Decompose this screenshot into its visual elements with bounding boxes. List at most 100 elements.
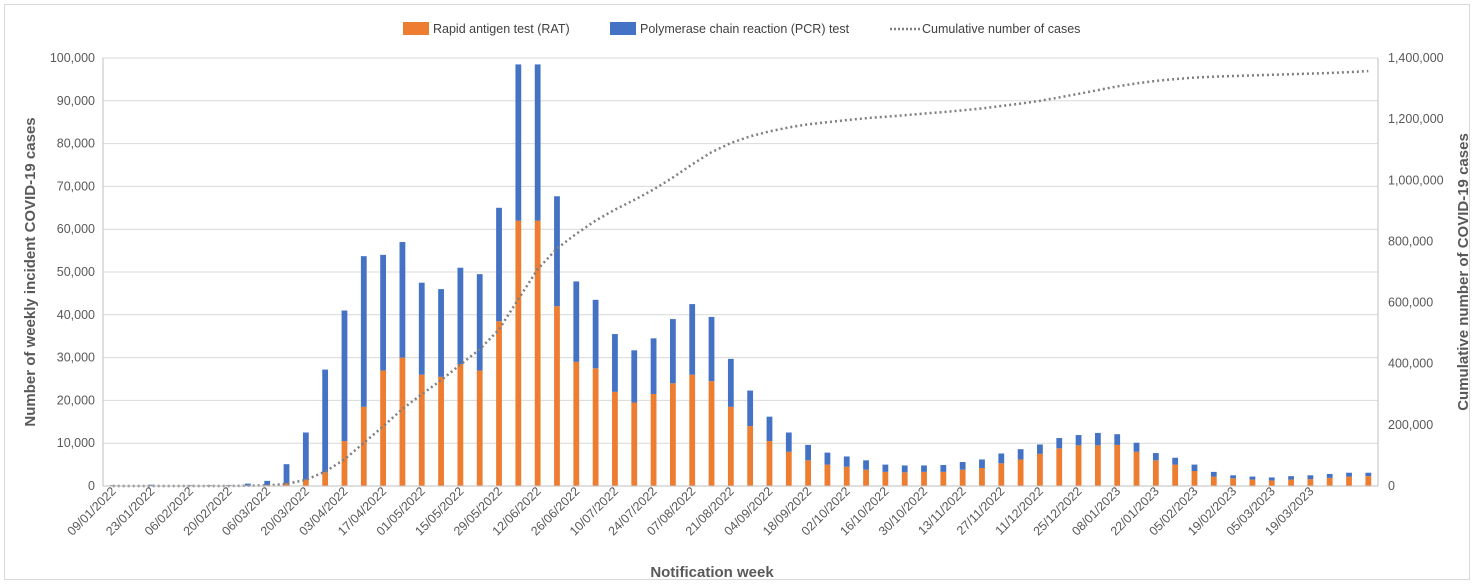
bar-pcr [1268, 477, 1275, 481]
bar-rat [1210, 476, 1217, 486]
bar-rat [1230, 478, 1237, 486]
bar-pcr [476, 274, 483, 371]
bar-rat [727, 406, 734, 486]
bar-pcr [843, 456, 850, 467]
gridlines [103, 57, 1378, 487]
bar-pcr [766, 416, 773, 442]
bar-rat [631, 402, 638, 486]
bar-pcr [302, 432, 309, 480]
y-tick-label: 60,000 [57, 222, 95, 236]
bar-pcr [940, 465, 947, 472]
y2-tick-label: 800,000 [1388, 234, 1433, 248]
bar-pcr [418, 282, 425, 375]
bar-rat [592, 368, 599, 486]
bar-pcr [650, 338, 657, 394]
bar-pcr [360, 256, 367, 407]
bar-pcr [1288, 476, 1294, 480]
bar-pcr [1249, 476, 1256, 480]
bar-rat [534, 220, 541, 486]
axes: 0 10,000 20,000 30,000 40,000 50,000 60,000 70,… [50, 51, 1444, 538]
y2-tick-label: 1,000,000 [1388, 173, 1444, 187]
bar-rat [302, 479, 309, 486]
bar-rat [882, 471, 889, 486]
bar-rat [496, 321, 502, 486]
bar-pcr [554, 196, 560, 307]
bar-rat [457, 364, 464, 486]
y2-tick-label: 200,000 [1388, 418, 1433, 432]
bar-rat [399, 357, 406, 486]
legend-swatch-pcr [610, 22, 636, 35]
bar-rat [418, 374, 425, 486]
bar-pcr [457, 267, 464, 365]
bar-pcr [1365, 472, 1372, 477]
bar-rat [573, 361, 580, 486]
bar-rat [554, 306, 560, 486]
bar-pcr [901, 465, 908, 473]
bar-rat [1075, 445, 1082, 486]
stacked-bars [109, 64, 1372, 486]
bar-pcr [785, 432, 792, 452]
legend-swatch-rat [403, 22, 429, 35]
bar-pcr [708, 316, 715, 382]
bar-pcr [805, 444, 812, 461]
y-tick-label: 10,000 [57, 436, 95, 450]
y2-tick-label: 400,000 [1388, 357, 1433, 371]
bar-pcr [283, 464, 290, 484]
bar-rat [650, 393, 657, 486]
bar-pcr [631, 350, 638, 403]
bar-rat [438, 376, 444, 486]
bar-pcr [921, 465, 927, 472]
bar-pcr [1230, 475, 1237, 479]
y-tick-label: 40,000 [57, 308, 95, 322]
bar-rat [940, 471, 947, 486]
bar-pcr [1172, 457, 1179, 465]
bar-pcr [1075, 435, 1082, 446]
bar-rat [669, 383, 676, 486]
bar-rat [360, 406, 367, 486]
bar-rat [515, 220, 522, 486]
y-tick-label: 80,000 [57, 137, 95, 151]
bar-rat [1114, 444, 1121, 486]
bar-rat [843, 466, 850, 486]
bar-rat [805, 460, 812, 486]
bar-rat [901, 472, 908, 486]
bar-pcr [1114, 434, 1121, 445]
bar-pcr [1037, 444, 1043, 454]
bar-pcr [689, 304, 696, 375]
x-axis-title: Notification week [650, 564, 774, 581]
bar-rat [1017, 459, 1024, 486]
bar-rat [921, 471, 927, 486]
legend-label-rat: Rapid antigen test (RAT) [433, 22, 570, 36]
bar-rat [998, 463, 1005, 486]
bar-pcr [669, 319, 676, 384]
bar-pcr [1326, 474, 1333, 478]
bar-rat [824, 464, 831, 486]
cumulative-line [112, 69, 1369, 488]
bar-pcr [148, 484, 155, 486]
bar-rat [863, 469, 869, 486]
bar-rat [1152, 460, 1159, 486]
bar-pcr [534, 64, 541, 221]
bar-rat [959, 469, 966, 486]
bar-pcr [322, 369, 329, 473]
y2-tick-label: 1,400,000 [1388, 51, 1444, 65]
bar-rat [1191, 471, 1198, 486]
bar-pcr [264, 480, 271, 486]
y-tick-label: 50,000 [57, 265, 95, 279]
bar-rat [1094, 445, 1101, 486]
bar-pcr [515, 64, 522, 221]
y2-axis-title: Cumulative number of COVID-19 cases [1455, 133, 1472, 411]
bar-rat [380, 370, 387, 486]
bar-pcr [882, 464, 889, 472]
bar-rat [1056, 448, 1063, 486]
legend-label-pcr: Polymerase chain reaction (PCR) test [640, 22, 850, 36]
bar-pcr [959, 462, 966, 470]
bar-rat [1133, 451, 1140, 486]
bar-pcr [496, 207, 502, 322]
y2-tick-label: 600,000 [1388, 296, 1433, 310]
bar-pcr [1152, 453, 1159, 461]
bar-rat [476, 370, 483, 486]
bar-rat [322, 472, 329, 486]
bar-pcr [592, 299, 599, 369]
